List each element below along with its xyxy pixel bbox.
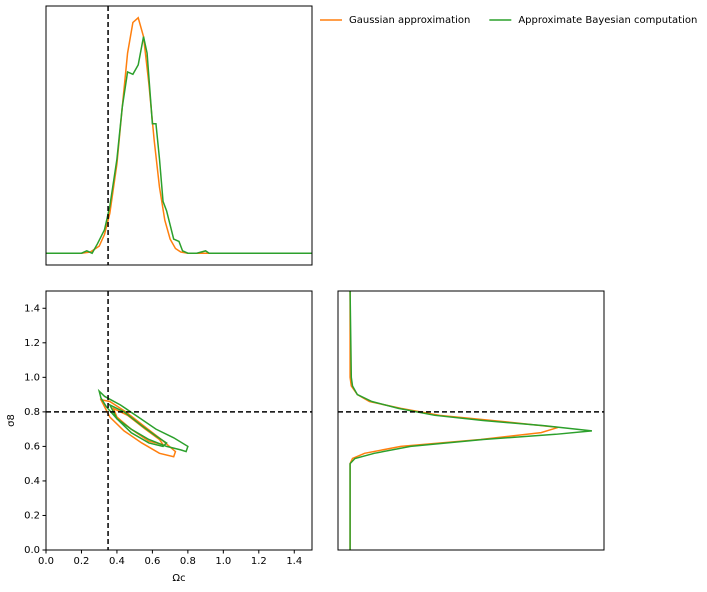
x-axis-label: Ωc xyxy=(172,573,185,584)
density-line xyxy=(46,36,312,255)
axes-frame xyxy=(337,290,605,551)
density-line xyxy=(349,291,592,550)
x-tick-label: 0.6 xyxy=(144,556,160,567)
y-tick-label: 1.4 xyxy=(24,303,40,314)
legend-label: Approximate Bayesian computation xyxy=(518,15,697,26)
contour-line xyxy=(99,398,177,458)
x-tick-label: 0.2 xyxy=(74,556,90,567)
density-line xyxy=(46,16,312,254)
x-tick-label: 0.8 xyxy=(180,556,196,567)
contour-line xyxy=(111,406,165,446)
y-tick-label: 1.2 xyxy=(24,338,40,349)
y-tick-label: 0.0 xyxy=(24,545,40,556)
y-tick-label: 0.4 xyxy=(24,476,40,487)
x-tick-label: 1.4 xyxy=(286,556,302,567)
x-tick-label: 1.2 xyxy=(251,556,267,567)
x-tick-label: 0.0 xyxy=(38,556,54,567)
legend-label: Gaussian approximation xyxy=(349,15,470,26)
y-axis-label: σ8 xyxy=(6,414,17,427)
x-tick-label: 0.4 xyxy=(109,556,125,567)
y-tick-label: 0.6 xyxy=(24,441,40,452)
x-tick-label: 1.0 xyxy=(215,556,231,567)
y-tick-label: 0.2 xyxy=(24,510,40,521)
density-line xyxy=(349,291,559,550)
y-tick-label: 0.8 xyxy=(24,407,40,418)
y-tick-label: 1.0 xyxy=(24,372,40,383)
contour-line xyxy=(97,388,189,453)
axes-frame xyxy=(45,290,313,551)
contour-line xyxy=(108,403,168,448)
axes-frame xyxy=(45,5,313,266)
